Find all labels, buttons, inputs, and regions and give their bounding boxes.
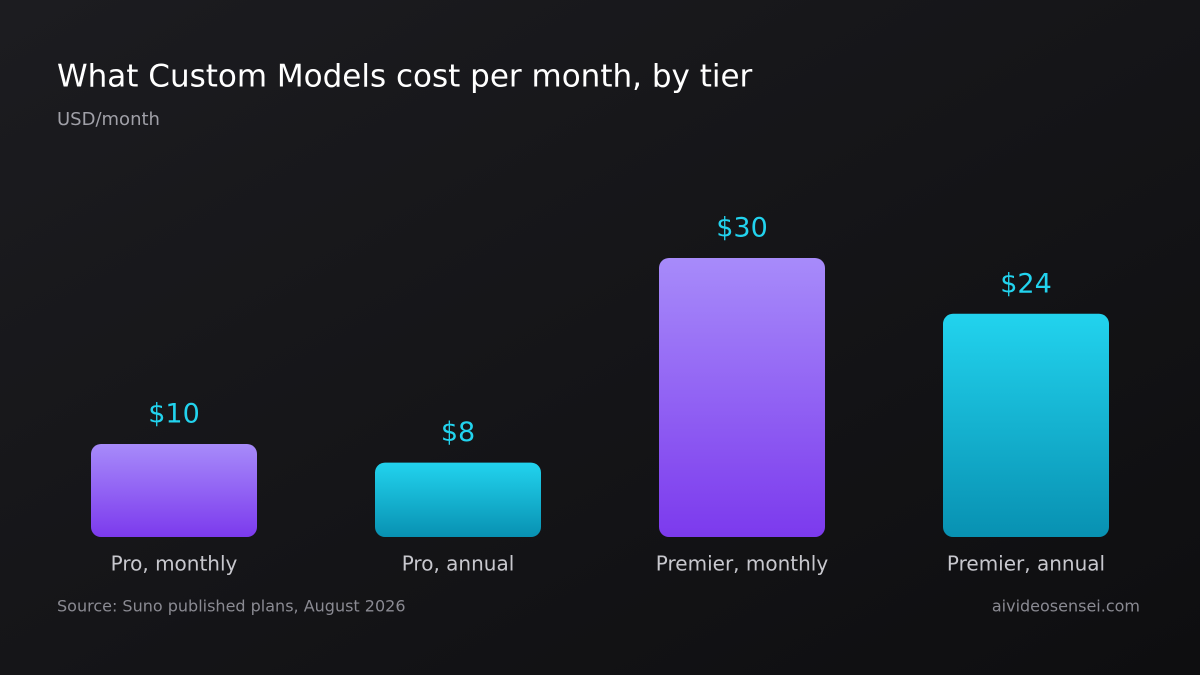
bar <box>91 444 257 537</box>
value-label: $24 <box>1000 268 1052 299</box>
bar <box>659 258 825 537</box>
bar <box>375 462 541 537</box>
chart-subtitle: USD/month <box>57 109 160 130</box>
x-tick-label: Premier, monthly <box>656 552 829 576</box>
value-label: $10 <box>148 399 200 430</box>
source-note: Source: Suno published plans, August 202… <box>57 597 406 616</box>
credit: aivideosensei.com <box>992 597 1140 616</box>
x-tick-label: Pro, annual <box>402 552 515 576</box>
value-label: $8 <box>441 417 475 448</box>
value-label: $30 <box>716 213 768 244</box>
bar <box>943 313 1109 537</box>
x-tick-label: Pro, monthly <box>111 552 238 576</box>
chart-title: What Custom Models cost per month, by ti… <box>57 59 753 95</box>
x-tick-label: Premier, annual <box>947 552 1105 576</box>
